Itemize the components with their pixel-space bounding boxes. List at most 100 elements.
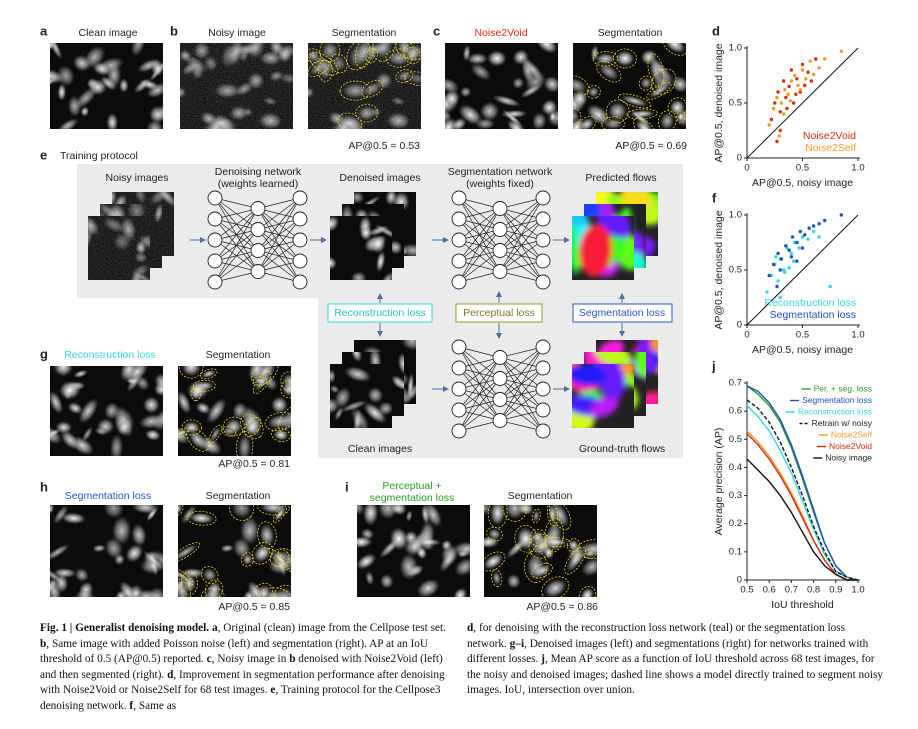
cell [55, 421, 73, 434]
panel-label: e [40, 147, 47, 162]
cells [572, 216, 634, 277]
cells [445, 43, 558, 129]
cell [579, 117, 595, 129]
cell [542, 538, 569, 546]
cell [607, 101, 628, 121]
scatter-point [783, 88, 787, 92]
network-node [535, 423, 551, 439]
loss-box [327, 303, 433, 323]
noise [88, 216, 150, 280]
scatter-point [776, 90, 780, 94]
scatter-point [787, 84, 791, 89]
cell [67, 401, 83, 415]
scatter-point [771, 106, 776, 111]
scatter-point [795, 259, 799, 263]
segmentation-outline [372, 43, 396, 62]
scatter-point [783, 270, 787, 274]
caption-text: , Mean AP score as a function of IoU thr… [467, 653, 884, 697]
cells [50, 505, 163, 597]
ap-score: AP@0.5 = 0.69 [615, 140, 687, 152]
line-series [746, 399, 859, 581]
panel-label: h [40, 479, 48, 494]
x-tick-label: 0.5 [796, 330, 809, 341]
network-node [535, 381, 551, 397]
network-edge [257, 197, 301, 230]
scatter-point [781, 112, 786, 116]
network-node [535, 232, 551, 248]
network-edge [499, 346, 544, 400]
cell [470, 62, 492, 81]
diagram-label: (weights learned) [218, 178, 299, 190]
y-tick-label: 0.4 [729, 462, 742, 473]
segmentation-outline [252, 371, 272, 394]
cell [516, 505, 534, 516]
y-tick-label: 0.5 [729, 434, 742, 445]
scatter-point [777, 134, 781, 138]
panel-title: Perceptual + [382, 480, 441, 492]
cell [603, 117, 624, 129]
network-node [451, 402, 467, 418]
cell [53, 505, 69, 525]
cell [543, 75, 558, 93]
segmentation-outline [531, 508, 541, 524]
scatter-point [789, 68, 794, 72]
cell [568, 539, 579, 551]
diagram-label: Clean images [348, 443, 412, 455]
cell [202, 589, 223, 597]
loss-box [455, 303, 543, 323]
scatter-point [779, 101, 784, 105]
segmentation-outline [240, 552, 255, 567]
caption-right: d, for denoising with the reconstruction… [467, 621, 887, 699]
panel-label: d [712, 23, 720, 38]
segmentation-outline [181, 419, 202, 436]
flow-blob [634, 352, 646, 378]
cell [142, 550, 163, 571]
cell [590, 44, 599, 62]
segmentation-outline [308, 59, 330, 77]
segmentation-outline [257, 521, 277, 549]
panel-title: Reconstruction loss [64, 349, 156, 361]
segmentation-outline [586, 85, 601, 99]
diagram-label: Denoised images [339, 172, 420, 184]
cells [50, 43, 163, 129]
segmentation-outline [402, 43, 421, 61]
network-node [292, 232, 308, 248]
cell [145, 429, 161, 441]
x-axis-label: AP@0.5, noisy image [752, 177, 853, 189]
micrograph [50, 366, 163, 456]
cell [407, 372, 414, 400]
panel-title: Segmentation [598, 27, 663, 39]
scatter-point [793, 73, 797, 78]
scatter-point [778, 268, 782, 272]
x-tick-label: 1.0 [851, 585, 864, 596]
cell [330, 369, 336, 384]
network-node [451, 381, 467, 397]
cell [380, 271, 392, 280]
cell [366, 225, 390, 237]
cell [104, 537, 124, 560]
caption-text: , Original (clean) image from the Cellpo… [217, 622, 446, 634]
segmentation-outline [346, 43, 371, 71]
cell [50, 543, 70, 561]
network-node [492, 350, 508, 365]
cell [526, 552, 546, 581]
cell [58, 380, 81, 400]
cell [181, 366, 202, 377]
segmentation-outline [578, 586, 596, 597]
cell [52, 567, 77, 579]
y-tick-label: 1.0 [729, 43, 742, 54]
cell [573, 77, 588, 94]
segmentation-outline [277, 547, 291, 573]
legend-entry: Retrain w/ noisy [812, 418, 873, 428]
flow-blob [579, 224, 613, 277]
cell [195, 401, 211, 415]
cell [634, 119, 655, 129]
segmentation-outline [244, 416, 262, 437]
cell [398, 243, 416, 256]
scatter-point [807, 226, 811, 230]
segmentation-outline [577, 115, 597, 129]
panel-title: Segmentation loss [65, 490, 151, 502]
ap-score: AP@0.5 = 0.81 [218, 458, 290, 470]
caption-text: , Same image with added Poisson noise (l… [40, 637, 429, 666]
panel-title: Segmentation [508, 490, 573, 502]
